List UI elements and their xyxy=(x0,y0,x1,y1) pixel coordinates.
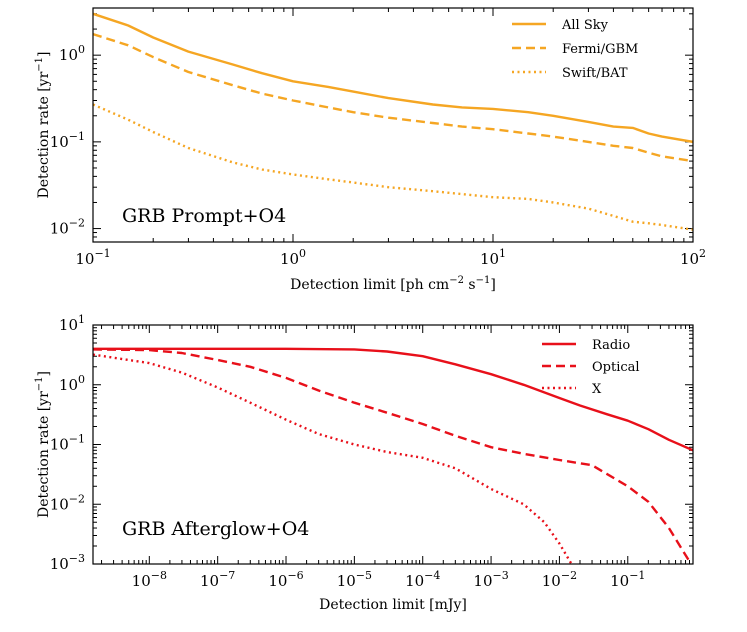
y-axis-label: Detection rate [yr−1] xyxy=(34,52,52,199)
plot-frame xyxy=(92,7,694,243)
x-tick-label: 10−6 xyxy=(268,569,303,590)
series-line-optical xyxy=(93,348,691,563)
y-tick-label: 101 xyxy=(59,313,85,334)
series-line-all-sky xyxy=(93,12,693,144)
legend: Radio Optical X xyxy=(542,338,640,397)
x-axis-label: Detection limit [ph cm−2 s−1] xyxy=(290,275,496,293)
x-tick-label: 101 xyxy=(480,247,506,268)
y-tick-label: 10−3 xyxy=(50,552,85,573)
legend-label: X xyxy=(592,382,602,397)
x-tick-label: 10−2 xyxy=(542,569,577,590)
panel-annotation: GRB Afterglow+O4 xyxy=(122,518,309,540)
legend-label: Fermi/GBM xyxy=(562,42,638,57)
series-group xyxy=(93,347,693,564)
y-tick-label: 10−1 xyxy=(50,130,85,151)
x-tick-label: 10−8 xyxy=(132,569,167,590)
series-line-swift-bat xyxy=(93,103,693,231)
legend: All Sky Fermi/GBM Swift/BAT xyxy=(512,18,638,81)
panel-grb-prompt: 10−1 100 101 102 10−2 10−1 100 Detection limit … xyxy=(34,7,706,293)
panel-grb-afterglow: 10−8 10−7 10−6 10−5 10−4 10−3 10−2 10−1 10−3 10−2… xyxy=(34,313,694,613)
y-tick-label: 100 xyxy=(59,373,85,394)
plot-frame xyxy=(92,324,694,565)
x-tick-label: 10−4 xyxy=(405,569,440,590)
legend-label: Optical xyxy=(592,360,640,375)
y-tick-label: 100 xyxy=(59,43,85,64)
y-axis-label: Detection rate [yr−1] xyxy=(34,371,52,518)
ticks xyxy=(93,324,694,565)
x-tick-label: 102 xyxy=(680,247,706,268)
series-line-radio xyxy=(93,347,693,452)
panel-annotation: GRB Prompt+O4 xyxy=(122,205,286,227)
y-tick-label: 10−1 xyxy=(50,433,85,454)
x-tick-label: 10−5 xyxy=(337,569,372,590)
x-axis-label: Detection limit [mJy] xyxy=(319,597,467,613)
legend-label: Swift/BAT xyxy=(562,66,628,81)
x-tick-label: 10−1 xyxy=(610,569,645,590)
ticks xyxy=(92,8,694,243)
series-line-fermi-gbm xyxy=(93,32,693,163)
x-tick-label: 10−1 xyxy=(75,247,110,268)
x-tick-label: 10−3 xyxy=(473,569,508,590)
x-tick-label: 100 xyxy=(280,247,306,268)
x-tick-label: 10−7 xyxy=(200,569,235,590)
y-tick-label: 10−2 xyxy=(50,217,85,238)
series-group xyxy=(93,12,693,231)
legend-label: All Sky xyxy=(561,18,609,33)
legend-label: Radio xyxy=(592,338,630,353)
series-line-x xyxy=(93,353,573,564)
y-tick-label: 10−2 xyxy=(50,492,85,513)
